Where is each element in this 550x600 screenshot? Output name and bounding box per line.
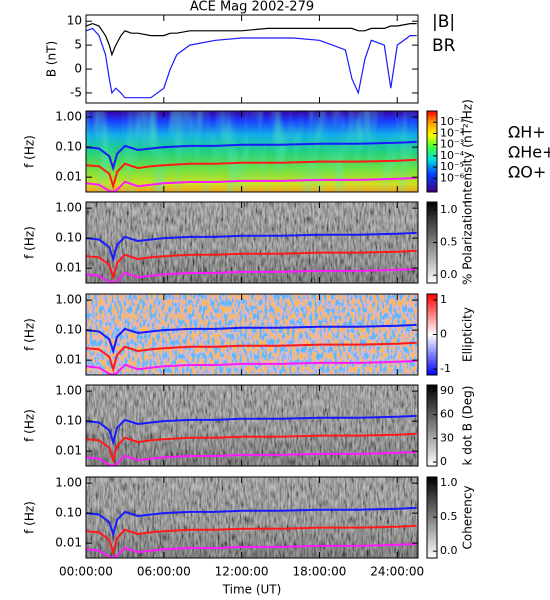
colorbar-tick-label: -1 — [440, 362, 451, 375]
data-line — [86, 414, 417, 446]
plot-frame — [85, 110, 419, 193]
y-axis-label: B (nT) — [45, 41, 59, 77]
data-line — [86, 360, 417, 375]
spectrogram-texture — [86, 111, 418, 192]
colorbar-tick-label: 0.0 — [440, 544, 458, 557]
x-tick-label: 00:00:00 — [59, 565, 113, 579]
colorbar-tick-label: 0 — [440, 455, 447, 468]
data-line — [86, 27, 417, 99]
colorbar-tick-label: 0.0 — [440, 268, 458, 281]
legend-entry: ΩHe+ — [508, 143, 550, 162]
y-tick-label: 0.10 — [55, 414, 82, 428]
colorbar-tick-label: 0.5 — [440, 236, 458, 249]
y-tick-label: 0.01 — [55, 261, 82, 275]
colorbar — [426, 110, 438, 193]
y-tick-label: 0 — [74, 62, 82, 76]
spectrogram-texture — [86, 294, 418, 375]
x-axis-label: Time (UT) — [222, 583, 282, 597]
y-tick-label: 0.01 — [55, 536, 82, 550]
y-tick-label: 0.01 — [55, 353, 82, 367]
legend-entry: BR — [432, 36, 456, 56]
data-line — [86, 524, 417, 556]
y-tick-label: -5 — [70, 85, 82, 99]
data-line — [86, 432, 417, 464]
x-tick-label: 18:00:00 — [292, 565, 346, 579]
colorbar-label: Intensity (nT²/Hz) — [461, 99, 475, 204]
plot-frame — [85, 14, 419, 104]
plot-frame — [85, 384, 419, 467]
data-line — [86, 506, 417, 538]
chart-title: ACE Mag 2002-279 — [190, 0, 314, 15]
legend-entry: |B| — [432, 12, 455, 32]
spectrogram-texture — [86, 202, 418, 283]
colorbar-tick-label: 1.0 — [440, 203, 458, 216]
y-tick-label: 1.00 — [55, 110, 82, 124]
y-axis-label: f (Hz) — [23, 226, 37, 259]
data-line — [86, 543, 417, 558]
y-tick-label: 5 — [74, 38, 82, 52]
spectrogram-texture — [86, 385, 418, 466]
y-tick-label: 0.10 — [55, 231, 82, 245]
plot-frame — [85, 476, 419, 559]
data-line — [86, 231, 417, 263]
legend-entry: ΩO+ — [508, 163, 546, 182]
plot-frame — [85, 201, 419, 284]
data-line — [86, 451, 417, 466]
data-line — [86, 268, 417, 283]
colorbar-label: Ellipticity — [461, 307, 475, 362]
colorbar-label: k dot B (Deg) — [461, 386, 475, 466]
y-tick-label: 10 — [67, 14, 82, 28]
colorbar-tick-label: 0.5 — [440, 510, 458, 523]
y-tick-label: 0.01 — [55, 170, 82, 184]
colorbar-tick-label: 60 — [440, 408, 454, 421]
y-tick-label: 0.10 — [55, 506, 82, 520]
data-line — [86, 22, 417, 57]
y-tick-label: 1.00 — [55, 476, 82, 490]
colorbar-label: Coherency — [461, 485, 475, 549]
colorbar-tick-label: 10⁻⁴ — [440, 149, 465, 162]
colorbar-tick-label: 10⁻⁶ — [440, 171, 465, 184]
legend-entry: ΩH+ — [508, 123, 546, 142]
x-tick-label: 24:00:00 — [370, 565, 424, 579]
y-tick-label: 1.00 — [55, 384, 82, 398]
y-axis-label: f (Hz) — [23, 318, 37, 351]
data-line — [86, 177, 417, 192]
colorbar-label: % Polarization — [461, 200, 475, 285]
data-line — [86, 158, 417, 190]
data-line — [86, 341, 417, 373]
data-line — [86, 249, 417, 281]
y-tick-label: 0.01 — [55, 444, 82, 458]
colorbar — [426, 384, 438, 467]
spectrogram-texture — [86, 477, 418, 558]
colorbar-tick-label: 10⁻⁵ — [440, 160, 464, 173]
y-tick-label: 0.10 — [55, 323, 82, 337]
y-tick-label: 0.10 — [55, 140, 82, 154]
y-tick-label: 1.00 — [55, 293, 82, 307]
x-tick-label: 12:00:00 — [215, 565, 269, 579]
colorbar-tick-label: 10⁻² — [440, 126, 464, 139]
colorbar-tick-label: 30 — [440, 431, 454, 444]
y-axis-label: f (Hz) — [23, 501, 37, 534]
data-line — [86, 140, 417, 172]
colorbar-tick-label: 1 — [440, 293, 447, 306]
y-axis-label: f (Hz) — [23, 135, 37, 168]
plot-frame — [85, 293, 419, 376]
colorbar-tick-label: 90 — [440, 384, 454, 397]
colorbar-tick-label: 10⁻¹ — [440, 115, 464, 128]
colorbar-tick-label: 1.0 — [440, 476, 458, 489]
colorbar-tick-label: 0 — [440, 328, 447, 341]
y-axis-label: f (Hz) — [23, 409, 37, 442]
y-tick-label: 1.00 — [55, 201, 82, 215]
data-line — [86, 323, 417, 355]
x-tick-label: 06:00:00 — [137, 565, 191, 579]
colorbar-tick-label: 10⁻³ — [440, 138, 464, 151]
